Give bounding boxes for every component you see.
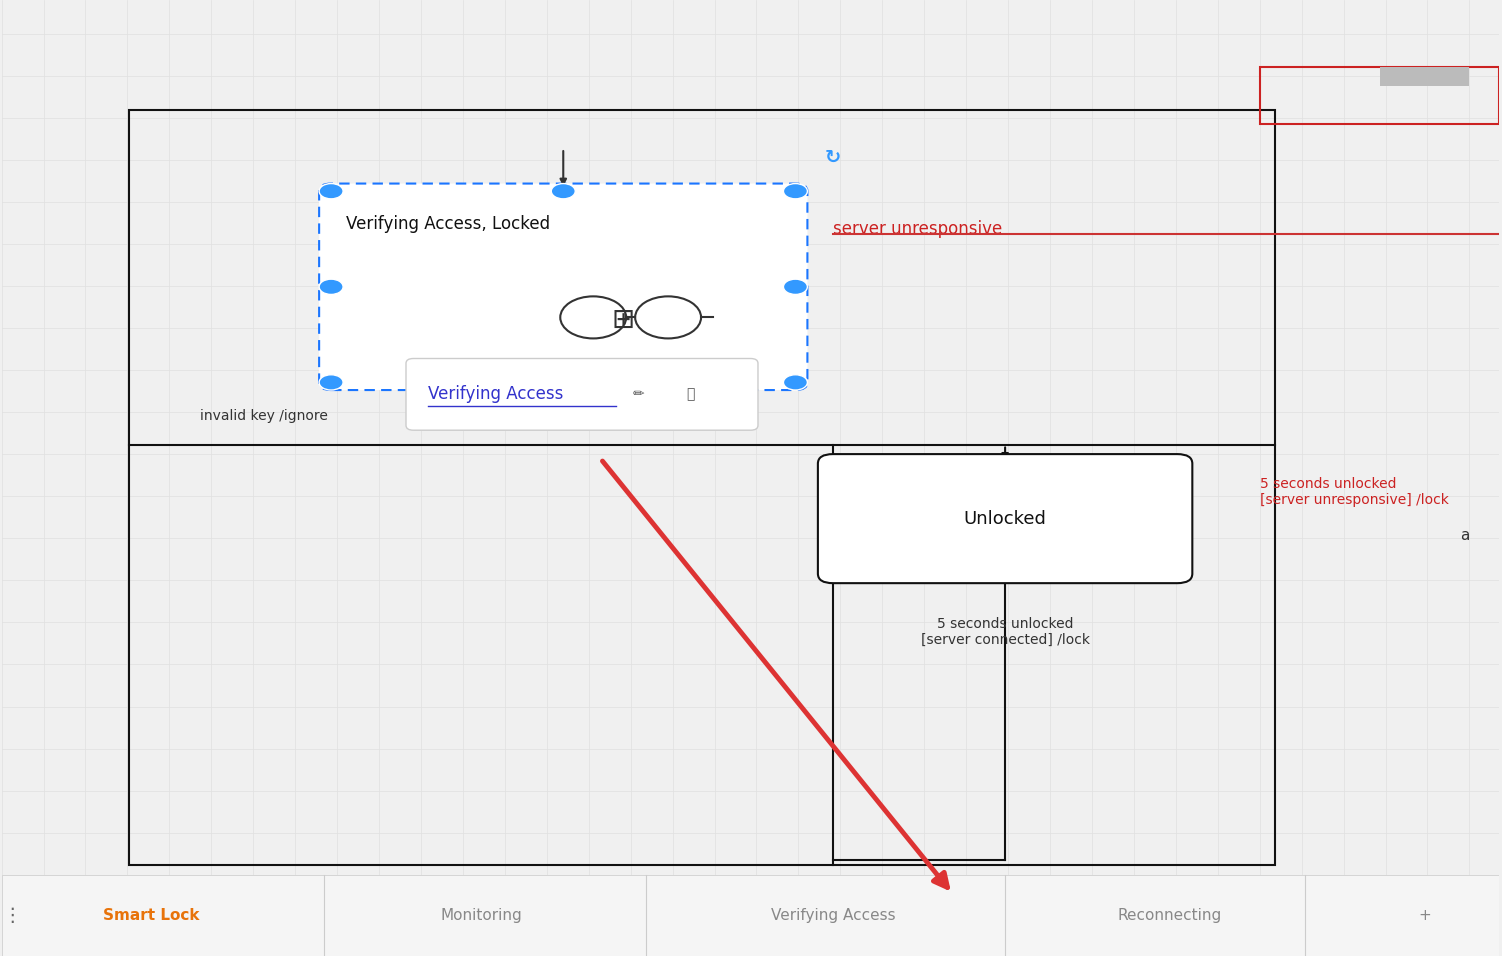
Bar [1260,67,1499,124]
Text: access permitted [valid-key] /unlock: access permitted [valid-key] /unlock [467,409,719,423]
Text: a: a [1460,528,1469,543]
Text: invalid key /ignore: invalid key /ignore [200,409,327,423]
Text: ✏: ✏ [632,387,644,402]
Circle shape [318,184,342,199]
Text: ↻: ↻ [825,148,841,167]
Text: 5 seconds unlocked
[server connected] /lock: 5 seconds unlocked [server connected] /l… [921,617,1089,647]
Bar [129,110,1275,865]
Circle shape [318,375,342,390]
Circle shape [784,279,808,294]
Text: Verifying Access: Verifying Access [771,908,895,923]
Text: ⋮: ⋮ [3,906,23,924]
FancyBboxPatch shape [819,454,1193,583]
Bar [1379,67,1469,86]
FancyBboxPatch shape [406,358,759,430]
Circle shape [551,375,575,390]
Text: server unresponsive: server unresponsive [834,221,1002,238]
Text: 5 seconds unlocked
[server unresponsive] /lock: 5 seconds unlocked [server unresponsive]… [1260,477,1448,508]
Text: Reconnecting: Reconnecting [1117,908,1223,923]
Circle shape [784,375,808,390]
Text: Verifying Access, Locked: Verifying Access, Locked [345,215,550,233]
Text: 🗑: 🗑 [686,387,695,402]
Text: +: + [1418,908,1431,923]
Text: Smart Lock: Smart Lock [104,908,200,923]
FancyBboxPatch shape [318,184,808,390]
Circle shape [551,184,575,199]
Bar [2,875,1499,956]
Circle shape [318,279,342,294]
Text: ⊞: ⊞ [611,306,635,335]
Text: Monitoring: Monitoring [440,908,521,923]
Text: Verifying Access: Verifying Access [428,385,563,403]
Text: Unlocked: Unlocked [964,510,1047,528]
Circle shape [784,184,808,199]
